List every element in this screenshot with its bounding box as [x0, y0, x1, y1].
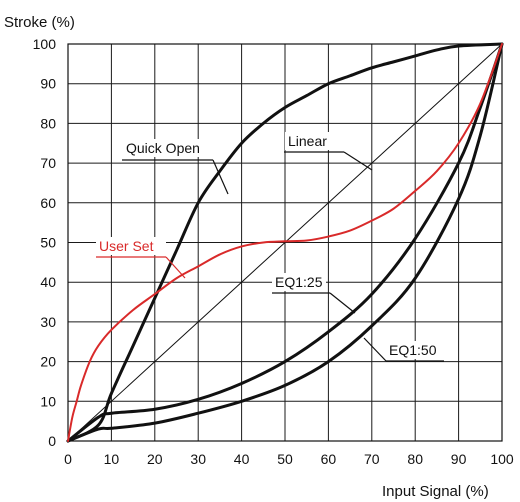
series-quick-open-line: [66, 42, 504, 443]
y-tick-label: 60: [40, 195, 56, 211]
x-tick-label: 40: [234, 451, 250, 467]
y-tick-label: 100: [33, 36, 57, 52]
annotation-user-set-label: User Set: [99, 238, 154, 254]
x-tick-label: 10: [104, 451, 120, 467]
plot-frame: [67, 43, 503, 442]
y-tick-label: 20: [40, 354, 56, 370]
x-tick-label: 50: [277, 451, 293, 467]
x-tick-label: 20: [147, 451, 163, 467]
x-tick-label: 60: [321, 451, 337, 467]
series-user-set-line: [67, 43, 503, 442]
annotation-eq1-50-label: EQ1:50: [389, 342, 437, 358]
y-tick-label: 40: [40, 274, 56, 290]
annotation-user-set-leader: [165, 256, 186, 279]
x-tick-label: 0: [64, 451, 72, 467]
y-tick-label: 0: [48, 433, 56, 449]
x-tick-label: 90: [451, 451, 467, 467]
annotation-quick-open-bg: [123, 139, 209, 157]
series-linear-line: [67, 43, 503, 442]
annotation-eq1-25-leader: [329, 292, 356, 314]
x-axis-label: Input Signal (%): [382, 483, 489, 500]
annotation-eq1-25-bg: [272, 273, 326, 291]
y-axis-label: Stroke (%): [4, 14, 75, 31]
tick-labels: 0 10 20 30 40 50 60 70 80 90 100 0 10 20 30 40 50 60 70 80 9…: [33, 36, 514, 467]
x-tick-label: 100: [490, 451, 514, 467]
series-layer: [66, 42, 504, 443]
annotations: Quick Open Linear User Set EQ1:25 EQ1:50: [96, 132, 444, 362]
annotation-linear-leader: [343, 151, 373, 171]
y-tick-label: 10: [40, 393, 56, 409]
series-eq1-50-line: [66, 42, 504, 443]
annotation-user-set-bg: [96, 237, 166, 255]
x-tick-label: 80: [407, 451, 423, 467]
annotation-linear-bg: [285, 132, 339, 150]
x-tick-label: 70: [364, 451, 380, 467]
annotation-linear-label: Linear: [288, 133, 327, 149]
annotation-quick-open-leader: [212, 159, 229, 195]
annotation-eq1-50-leader: [363, 337, 387, 362]
annotation-eq1-25-label: EQ1:25: [275, 274, 323, 290]
y-tick-label: 80: [40, 115, 56, 131]
y-tick-label: 50: [40, 235, 56, 251]
series-eq1-25-line: [66, 42, 504, 443]
y-tick-label: 30: [40, 314, 56, 330]
y-tick-label: 70: [40, 155, 56, 171]
x-tick-label: 30: [190, 451, 206, 467]
annotation-quick-open-label: Quick Open: [126, 140, 200, 156]
y-tick-label: 90: [40, 76, 56, 92]
annotation-eq1-50-bg: [386, 341, 440, 359]
